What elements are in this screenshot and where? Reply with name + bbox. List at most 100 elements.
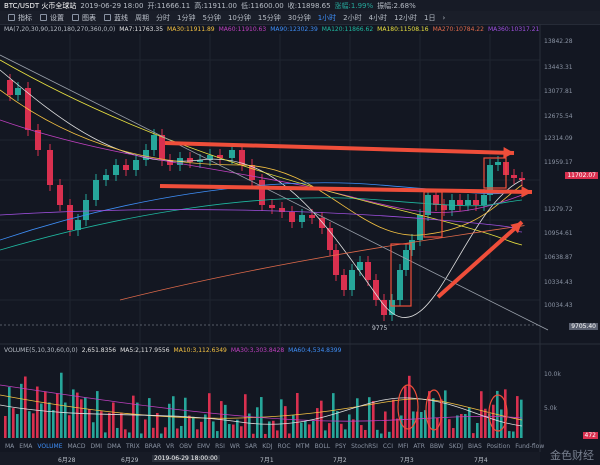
candle-body <box>75 220 81 230</box>
volume-bar <box>188 415 191 438</box>
indicator-tab[interactable]: OBV <box>179 442 193 450</box>
period-8[interactable]: 2小时 <box>343 13 362 22</box>
candle-body <box>519 178 525 180</box>
indicator-tab[interactable]: WR <box>229 442 240 450</box>
volume-bar <box>164 427 167 438</box>
indicator-tab[interactable]: BBW <box>429 442 444 450</box>
trend-line <box>0 54 549 331</box>
candle-body <box>349 270 355 290</box>
volume-bar <box>112 402 115 438</box>
candle-body <box>7 80 13 95</box>
indicator-tab[interactable]: PSY <box>335 442 347 450</box>
volume-bar <box>404 386 407 438</box>
volume-bar <box>424 410 427 438</box>
tool-1[interactable]: 设置 <box>40 13 64 23</box>
candle-body <box>123 165 129 170</box>
indicator-tab[interactable]: TRIX <box>125 442 140 450</box>
indicator-tab[interactable]: BRAR <box>144 442 162 450</box>
period-4[interactable]: 10分钟 <box>227 13 251 22</box>
volume-bar <box>76 392 79 438</box>
volume-legend: VOLUME(5,10,30,60,0,0) 2,651.8356 MA5:2,11… <box>0 345 341 355</box>
indicator-tab[interactable]: StochRSI <box>351 442 378 450</box>
volume-bar <box>500 409 503 438</box>
period-2[interactable]: 1分钟 <box>177 13 196 22</box>
indicator-tab[interactable]: KDJ <box>262 442 273 450</box>
volume-bar <box>268 421 271 438</box>
date-tick: 7月2 <box>333 457 347 464</box>
volume-bar <box>116 427 119 438</box>
ma-item: MA7:11763.35 <box>119 25 164 33</box>
candle-body <box>113 165 119 175</box>
volume-bar <box>232 424 235 438</box>
price-tick: 11959.17 <box>544 159 573 166</box>
candle-body <box>249 165 255 180</box>
indicator-tab[interactable]: SAR <box>245 442 258 450</box>
indicator-tab[interactable]: ATR <box>413 442 425 450</box>
indicator-tab[interactable]: DMI <box>90 442 103 450</box>
indicator-tab[interactable]: MTM <box>295 442 310 450</box>
period-11[interactable]: 1日 <box>424 13 436 22</box>
candle-body <box>327 228 333 250</box>
volume-bar <box>128 432 131 438</box>
indicator-tab[interactable]: VOLUME <box>37 442 63 450</box>
volume-bar <box>104 432 107 438</box>
period-6[interactable]: 30分钟 <box>287 13 311 22</box>
indicator-tab[interactable]: Position <box>486 442 511 450</box>
period-5[interactable]: 15分钟 <box>257 13 281 22</box>
date-tick: 7月4 <box>474 457 488 464</box>
date-axis: 6月28 6月29 2019-06-29 18:00:00 7月1 7月2 7月3 7月4 <box>0 452 540 465</box>
candle-body <box>15 88 21 95</box>
period-3[interactable]: 5分钟 <box>202 13 221 22</box>
tool-2[interactable]: 图表 <box>72 13 96 23</box>
current-price-tag: 11702.07 <box>565 172 598 179</box>
candle-body <box>309 215 315 218</box>
indicator-tab[interactable]: MACD <box>67 442 86 450</box>
period-10[interactable]: 12小时 <box>394 13 418 22</box>
tool-label: 图表 <box>82 13 96 22</box>
period-0[interactable]: 周期 <box>135 13 149 22</box>
indicator-tab[interactable]: MA <box>5 442 15 450</box>
indicator-tab[interactable]: MFI <box>398 442 409 450</box>
volume-bar <box>16 414 19 438</box>
period-1[interactable]: 分时 <box>156 13 170 22</box>
indicator-tab[interactable]: CCI <box>382 442 394 450</box>
volume-bar <box>308 424 311 438</box>
period-7[interactable]: 1小时 <box>317 13 337 22</box>
indicator-tab[interactable]: EMA <box>19 442 33 450</box>
volume-bar <box>328 423 331 438</box>
candle-body <box>389 300 395 315</box>
volume-params: VOLUME(5,10,30,60,0,0) <box>4 346 78 354</box>
annotation-arrow <box>164 141 515 155</box>
volume-bar <box>24 376 27 438</box>
candle-body <box>207 155 213 160</box>
tool-label: 蓝线 <box>114 13 128 22</box>
volume-ma <box>0 384 523 422</box>
indicator-tab[interactable]: BIAS <box>468 442 482 450</box>
indicator-tab[interactable]: Fund-flow <box>515 442 545 450</box>
chevron-right-icon[interactable]: › <box>442 13 446 22</box>
candle-body <box>67 205 73 230</box>
period-9[interactable]: 4小时 <box>368 13 388 22</box>
indicator-tab[interactable]: EMV <box>197 442 211 450</box>
indicator-tab[interactable]: BOLL <box>314 442 331 450</box>
indicator-tab[interactable]: SKDJ <box>448 442 463 450</box>
volume-bar <box>520 399 523 438</box>
indicator-tab[interactable]: VR <box>166 442 175 450</box>
volume-bar <box>464 414 467 438</box>
tool-3[interactable]: 蓝线 <box>104 13 128 23</box>
high-value: 高:11911.00 <box>194 1 237 10</box>
indicator-tab[interactable]: DMA <box>107 442 121 450</box>
toolbar: 指标 设置 图表 蓝线 周期 分时 1分钟 5分钟 10分钟 15分钟 30分钟 1小时 2小时 4小时 1… <box>0 11 600 25</box>
tool-0[interactable]: 指标 <box>8 13 32 23</box>
price-tick: 10954.61 <box>544 230 573 237</box>
ma-params: MA(7,20,30,90,120,180,270,360,0,0) <box>4 25 116 33</box>
tool-label: 指标 <box>18 13 32 22</box>
indicator-tab[interactable]: ROC <box>277 442 291 450</box>
ma-item: MA360:10317.21 <box>487 25 540 33</box>
volume-bar <box>388 431 391 438</box>
annotation-ellipse <box>488 394 508 432</box>
volume-bar <box>100 411 103 438</box>
indicator-tab[interactable]: RSI <box>215 442 225 450</box>
volume-tick: 10.0k <box>544 371 561 378</box>
